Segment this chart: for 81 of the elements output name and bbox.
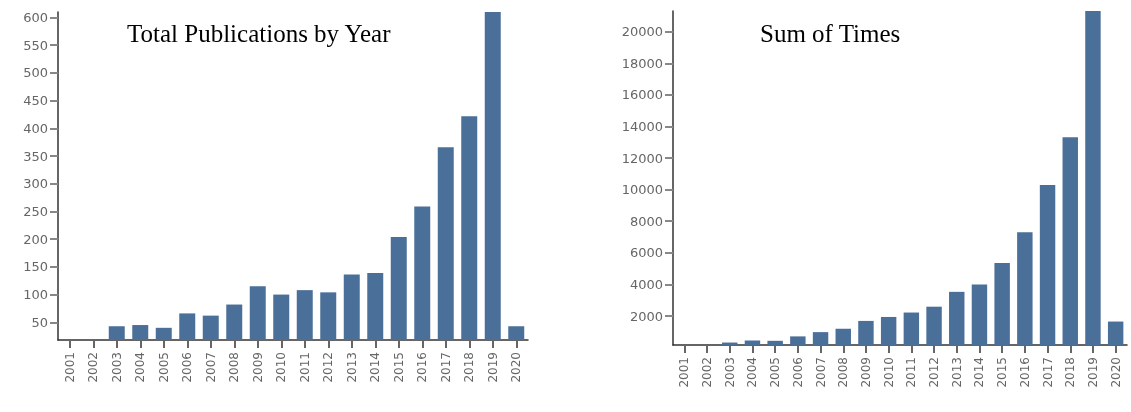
x-tick-label: 2020 [1108, 357, 1123, 388]
x-tick-label: 2009 [250, 352, 265, 383]
chart-title: Total Publications by Year [127, 20, 392, 47]
x-tick-label: 2012 [927, 357, 942, 388]
x-tick-label: 2001 [62, 352, 77, 383]
y-tick-label: 400 [23, 120, 48, 136]
x-tick-label: 2005 [768, 357, 783, 388]
bar [926, 306, 942, 345]
bar [971, 284, 988, 345]
x-tick-label: 2013 [949, 357, 964, 388]
x-tick-label: 2003 [109, 352, 124, 383]
x-tick-label: 2017 [438, 352, 453, 383]
y-tick-label: 2000 [629, 308, 663, 324]
x-tick-label: 2007 [203, 352, 218, 383]
x-tick-label: 2010 [881, 357, 896, 388]
y-tick-label: 10000 [621, 182, 663, 198]
x-tick-label: 2020 [509, 352, 524, 383]
y-tick-label: 8000 [629, 213, 663, 229]
x-tick-label: 2008 [836, 357, 851, 388]
y-tick-label: 4000 [629, 276, 663, 292]
x-tick-label: 2014 [972, 357, 987, 388]
x-tick-label: 2002 [86, 352, 101, 383]
x-tick-label: 2005 [156, 352, 171, 383]
x-tick-label: 2006 [790, 357, 805, 388]
x-tick-label: 2004 [133, 352, 148, 383]
x-tick-label: 2002 [700, 357, 715, 388]
chart-title: Sum of Times [760, 20, 901, 47]
y-tick-label: 16000 [621, 87, 663, 103]
bar [835, 328, 851, 345]
y-tick-label: 150 [23, 259, 48, 275]
x-tick-label: 2019 [1085, 357, 1100, 388]
x-tick-label: 2003 [722, 357, 737, 388]
bar [744, 340, 761, 345]
bar [1107, 321, 1124, 345]
x-tick-label: 2018 [1063, 357, 1078, 388]
x-tick-label: 2008 [227, 352, 242, 383]
x-tick-label: 2012 [321, 352, 336, 383]
x-tick-label: 2007 [813, 357, 828, 388]
bar [1062, 137, 1078, 345]
x-tick-label: 2009 [858, 357, 873, 388]
bar [1085, 11, 1101, 345]
bar [1039, 184, 1056, 345]
y-tick-label: 450 [23, 93, 48, 109]
x-tick-label: 2013 [344, 352, 359, 383]
x-tick-label: 2016 [1017, 357, 1032, 388]
x-tick-label: 2016 [415, 352, 430, 383]
bar [880, 316, 897, 345]
bar [790, 336, 806, 345]
bar [858, 320, 874, 345]
x-tick-label: 2017 [1040, 357, 1055, 388]
y-tick-label: 12000 [621, 150, 663, 166]
y-tick-label: 350 [23, 148, 48, 164]
y-tick-label: 18000 [621, 55, 663, 71]
y-tick-label: 200 [23, 231, 48, 247]
y-tick-label: 550 [23, 37, 48, 53]
y-tick-label: 20000 [621, 24, 663, 40]
y-tick-label: 250 [23, 203, 48, 219]
y-tick-label: 14000 [621, 118, 663, 134]
y-tick-label: 500 [23, 65, 48, 81]
x-tick-label: 2010 [274, 352, 289, 383]
y-tick-label: 300 [23, 176, 48, 192]
y-tick-label: 50 [31, 314, 48, 330]
x-tick-label: 2015 [391, 352, 406, 383]
bar [767, 340, 783, 345]
x-tick-label: 2006 [180, 352, 195, 383]
bar [1017, 232, 1033, 345]
y-tick-label: 600 [23, 10, 48, 26]
y-tick-label: 6000 [629, 245, 663, 261]
bar [903, 312, 920, 345]
x-tick-label: 2001 [677, 357, 692, 388]
bar [994, 262, 1010, 345]
x-tick-label: 2011 [904, 357, 919, 388]
bar [812, 332, 829, 345]
x-tick-label: 2011 [297, 352, 312, 383]
x-tick-label: 2018 [462, 352, 477, 383]
x-tick-label: 2014 [368, 352, 383, 383]
x-tick-label: 2004 [745, 357, 760, 388]
y-tick-label: 100 [23, 287, 48, 303]
x-tick-label: 2019 [485, 352, 500, 383]
bar [949, 291, 965, 345]
x-tick-label: 2015 [995, 357, 1010, 388]
